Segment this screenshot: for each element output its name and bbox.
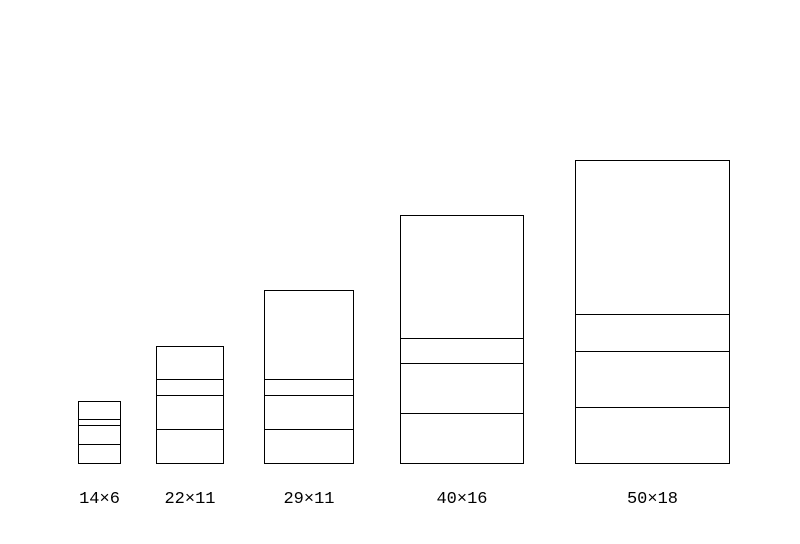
stack-2-segment-0 <box>264 430 354 464</box>
stack-0 <box>78 401 121 464</box>
stack-3-segment-2 <box>400 339 524 364</box>
stack-4-segment-2 <box>575 315 730 352</box>
stack-3-label: 40×16 <box>400 490 524 509</box>
stack-1-segment-0 <box>156 430 224 464</box>
stack-4 <box>575 160 730 464</box>
stack-2-segment-2 <box>264 380 354 396</box>
stack-0-label: 14×6 <box>78 490 121 509</box>
stack-1-segment-3 <box>156 346 224 380</box>
stack-1 <box>156 346 224 464</box>
stack-3 <box>400 215 524 464</box>
stack-4-label: 50×18 <box>575 490 730 509</box>
stack-3-segment-3 <box>400 215 524 339</box>
stack-2-segment-3 <box>264 290 354 380</box>
stack-4-segment-0 <box>575 408 730 464</box>
stack-1-segment-2 <box>156 380 224 396</box>
stack-0-segment-1 <box>78 426 121 445</box>
stack-0-segment-0 <box>78 445 121 464</box>
stack-4-segment-1 <box>575 352 730 408</box>
stack-2 <box>264 290 354 464</box>
stack-2-segment-1 <box>264 396 354 430</box>
stack-1-label: 22×11 <box>156 490 224 509</box>
stack-3-segment-0 <box>400 414 524 464</box>
stack-2-label: 29×11 <box>264 490 354 509</box>
stack-4-segment-3 <box>575 160 730 315</box>
stack-1-segment-1 <box>156 396 224 430</box>
stack-3-segment-1 <box>400 364 524 414</box>
stack-0-segment-3 <box>78 401 121 420</box>
diagram-container: 14×6 22×11 29×11 40×16 50×18 <box>0 0 800 544</box>
